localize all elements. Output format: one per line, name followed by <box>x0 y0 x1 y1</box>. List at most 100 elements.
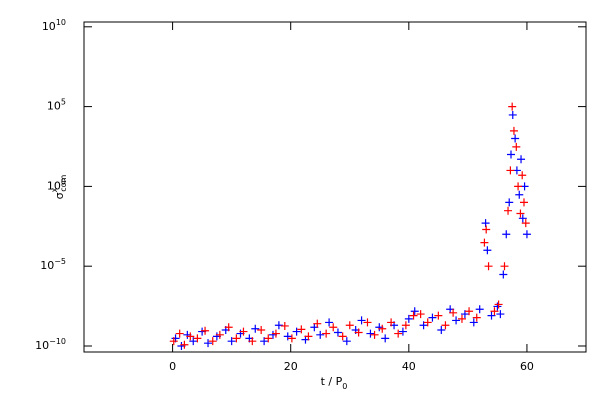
point <box>357 316 366 325</box>
point <box>480 238 489 247</box>
point <box>423 318 432 327</box>
point <box>264 334 273 343</box>
point <box>313 319 322 328</box>
point <box>283 332 292 341</box>
x-axis-label: t / P0 <box>321 375 348 391</box>
point <box>517 155 526 164</box>
x-tick-label: 0 <box>169 360 176 373</box>
point <box>193 334 202 343</box>
point <box>457 314 466 323</box>
point <box>522 230 531 239</box>
point <box>287 334 296 343</box>
point <box>381 334 390 343</box>
point <box>416 310 425 319</box>
point <box>387 318 396 327</box>
point <box>508 102 517 111</box>
point <box>511 134 520 143</box>
point <box>506 166 515 175</box>
point <box>232 334 241 343</box>
y-tick-label: 10−10 <box>35 336 66 352</box>
point <box>354 328 363 337</box>
point <box>465 307 474 316</box>
y-tick-label: 1010 <box>42 17 66 32</box>
point <box>345 321 354 330</box>
point <box>490 307 499 316</box>
point <box>175 329 184 338</box>
point <box>441 321 450 330</box>
x-tick-label: 60 <box>520 360 534 373</box>
y-tick-exponent: −10 <box>49 336 66 345</box>
point <box>493 302 502 311</box>
point <box>472 313 481 322</box>
y-tick-label: 100 <box>47 177 66 193</box>
y-tick-base: 10 <box>35 339 49 352</box>
point <box>494 300 503 309</box>
point <box>500 262 509 271</box>
point <box>204 339 213 348</box>
point <box>519 198 528 207</box>
point <box>239 327 248 336</box>
point <box>518 214 527 223</box>
point <box>469 318 478 327</box>
point <box>378 324 387 333</box>
point <box>504 206 513 215</box>
point <box>499 270 508 279</box>
x-tick-label: 40 <box>402 360 416 373</box>
y-tick-label: 105 <box>47 97 66 113</box>
point <box>304 332 313 341</box>
point <box>460 310 469 319</box>
y-tick-exponent: 0 <box>61 177 66 186</box>
point <box>437 326 446 335</box>
point <box>505 198 514 207</box>
point <box>260 337 269 346</box>
point <box>180 340 189 349</box>
point <box>215 330 224 339</box>
point <box>342 337 351 346</box>
point <box>280 321 289 330</box>
point <box>201 326 210 335</box>
x-tick-label: 20 <box>284 360 298 373</box>
point <box>410 307 419 316</box>
point <box>325 318 334 327</box>
y-tick-exponent: 10 <box>56 17 66 26</box>
point <box>452 316 461 325</box>
point <box>404 314 413 323</box>
point <box>521 219 530 228</box>
point <box>227 337 236 346</box>
point <box>398 327 407 336</box>
point <box>515 190 524 199</box>
point <box>329 323 338 332</box>
point <box>189 337 198 346</box>
point <box>271 329 280 338</box>
y-tick-label: 10−5 <box>40 257 66 273</box>
y-tick-base: 10 <box>42 20 56 33</box>
y-tick-exponent: −5 <box>54 257 66 266</box>
point <box>475 305 484 314</box>
y-tick-base: 10 <box>40 259 54 272</box>
point <box>292 327 301 336</box>
y-tick-exponent: 5 <box>61 97 66 106</box>
point <box>251 324 260 333</box>
point <box>338 332 347 341</box>
point <box>274 321 283 330</box>
point <box>482 225 491 234</box>
point <box>516 209 525 218</box>
point <box>484 262 493 271</box>
point <box>434 311 443 320</box>
point <box>186 332 195 341</box>
point <box>509 126 518 135</box>
y-axis-label: σxcom <box>50 174 68 199</box>
plot-frame <box>83 21 587 353</box>
point <box>366 329 375 338</box>
point <box>316 330 325 339</box>
point <box>428 313 437 322</box>
point <box>322 329 331 338</box>
point <box>483 246 492 255</box>
point <box>370 330 379 339</box>
point <box>401 321 410 330</box>
point <box>518 171 527 180</box>
point <box>224 323 233 332</box>
point <box>257 326 266 335</box>
point <box>419 321 428 330</box>
point <box>297 325 306 334</box>
